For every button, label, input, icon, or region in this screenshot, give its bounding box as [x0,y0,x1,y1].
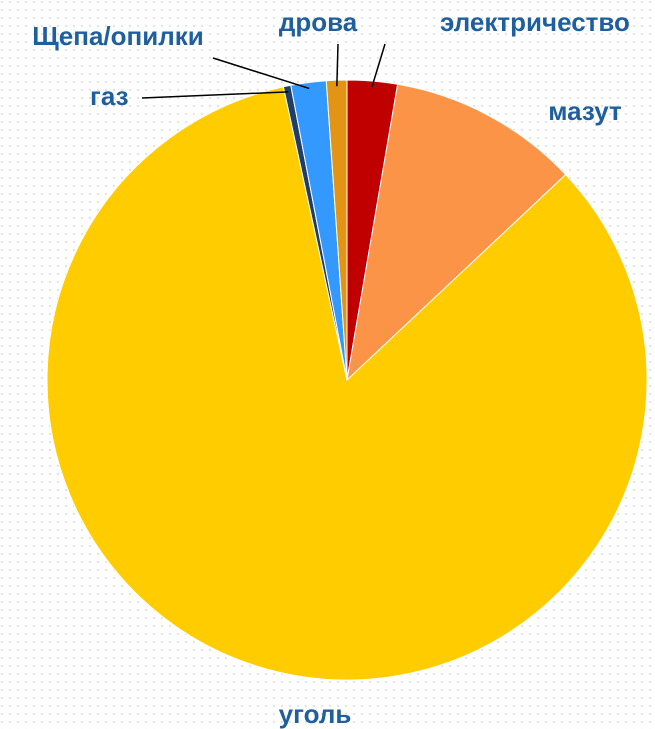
leader-line [141,91,289,99]
pie-slice [46,86,648,681]
slice-label: газ [90,81,129,111]
labels: электричество мазут уголь газ Щепа/опилки дро… [32,7,630,729]
pie [46,79,648,681]
slice-label: уголь [279,699,352,729]
leader-line [371,43,386,88]
slice-label: электричество [440,7,630,37]
leader-line [212,57,310,90]
slice-label: дрова [279,7,358,37]
leader-line [336,43,339,87]
slice-label: Щепа/опилки [32,21,203,51]
pie-slice [346,83,567,382]
slice-label: мазут [548,96,622,126]
